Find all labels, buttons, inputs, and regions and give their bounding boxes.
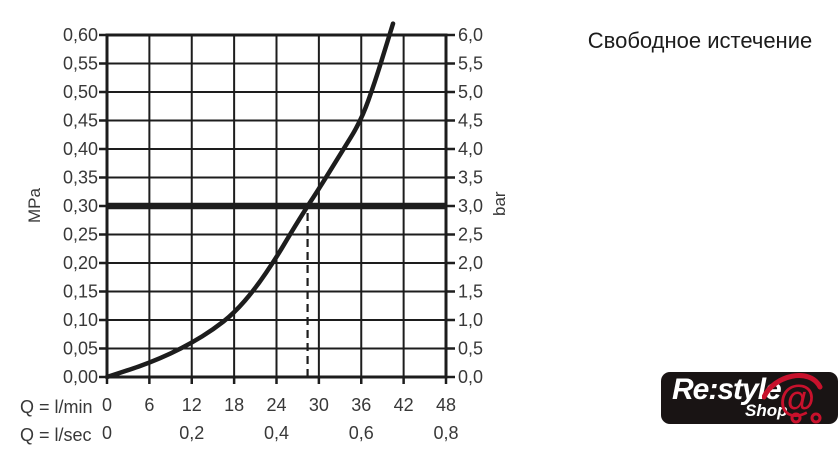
svg-text:6,0: 6,0: [458, 25, 483, 45]
cart-at-icon: @: [762, 373, 823, 424]
x-axis-lmin-labels: 0 6 12 18 24 30 36 42 48: [102, 395, 456, 415]
y-axis-left-labels: 0,00 0,05 0,10 0,15 0,20 0,25 0,30 0,35 0,40 0,45…: [63, 25, 98, 387]
svg-text:3,5: 3,5: [458, 168, 483, 188]
flow-curve: [104, 21, 396, 380]
svg-text:0,4: 0,4: [264, 423, 289, 443]
svg-text:36: 36: [351, 395, 371, 415]
axis-ticks: [99, 33, 455, 384]
svg-text:0,2: 0,2: [179, 423, 204, 443]
y-axis-unit-bar: bar: [490, 191, 509, 216]
chart-title: Свободное истечение: [587, 28, 813, 53]
svg-text:4,0: 4,0: [458, 139, 483, 159]
svg-text:0,6: 0,6: [349, 423, 374, 443]
cart-wheel-right: [810, 412, 822, 424]
svg-text:12: 12: [182, 395, 202, 415]
svg-text:18: 18: [224, 395, 244, 415]
svg-text:30: 30: [309, 395, 329, 415]
svg-text:5,5: 5,5: [458, 54, 483, 74]
svg-text:0,55: 0,55: [63, 54, 98, 74]
svg-text:0,35: 0,35: [63, 168, 98, 188]
svg-text:0,0: 0,0: [458, 367, 483, 387]
svg-text:48: 48: [436, 395, 456, 415]
logo-brand-text: Re:style: [672, 373, 782, 406]
svg-text:1,0: 1,0: [458, 310, 483, 330]
svg-text:0,15: 0,15: [63, 282, 98, 302]
y-axis-unit-mpa: MPa: [25, 188, 44, 223]
svg-text:0,25: 0,25: [63, 225, 98, 245]
svg-text:1,5: 1,5: [458, 282, 483, 302]
x-axis-label-lsec: Q = l/sec: [20, 425, 92, 445]
svg-text:5,0: 5,0: [458, 82, 483, 102]
svg-text:0,8: 0,8: [433, 423, 458, 443]
svg-text:6: 6: [144, 395, 154, 415]
svg-text:0,5: 0,5: [458, 339, 483, 359]
cart-handle: [762, 373, 823, 400]
logo-shop-text: Shop: [745, 401, 788, 420]
svg-text:2,5: 2,5: [458, 225, 483, 245]
at-glyph: @: [779, 378, 815, 419]
svg-text:0,50: 0,50: [63, 82, 98, 102]
svg-text:24: 24: [266, 395, 286, 415]
svg-text:0,10: 0,10: [63, 310, 98, 330]
svg-text:0,20: 0,20: [63, 253, 98, 273]
svg-text:3,0: 3,0: [458, 196, 483, 216]
svg-text:0,45: 0,45: [63, 111, 98, 131]
svg-text:2,0: 2,0: [458, 253, 483, 273]
svg-text:0,30: 0,30: [63, 196, 98, 216]
svg-text:0,60: 0,60: [63, 25, 98, 45]
x-axis-label-lmin: Q = l/min: [20, 397, 93, 417]
restyle-shop-logo: Re:style Shop @: [661, 372, 838, 424]
svg-text:0,00: 0,00: [63, 367, 98, 387]
svg-text:42: 42: [394, 395, 414, 415]
y-axis-right-labels: 0,0 0,5 1,0 1,5 2,0 2,5 3,0 3,5 4,0 4,5 5,0 5,5 6,0: [458, 25, 483, 387]
cart-wheel-left: [790, 412, 802, 424]
x-axis-lsec-labels: 0 0,2 0,4 0,6 0,8: [102, 423, 459, 443]
svg-text:0: 0: [102, 423, 112, 443]
svg-text:0,05: 0,05: [63, 339, 98, 359]
svg-text:0: 0: [102, 395, 112, 415]
svg-text:0,40: 0,40: [63, 139, 98, 159]
svg-text:4,5: 4,5: [458, 111, 483, 131]
